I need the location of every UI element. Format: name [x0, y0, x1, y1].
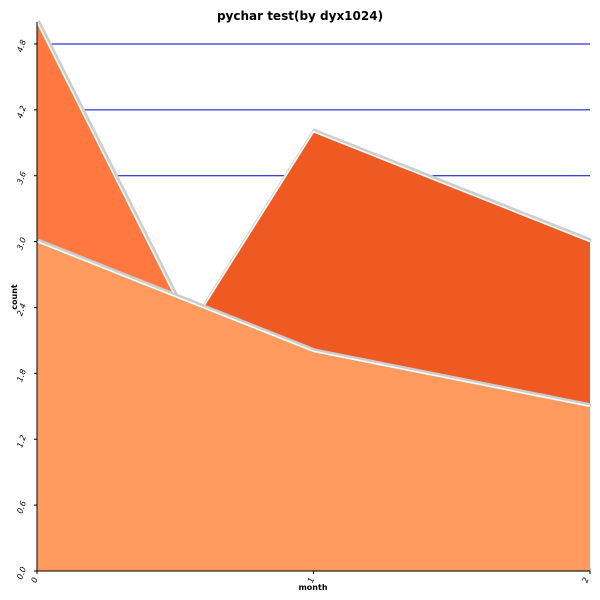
- y-axis-label: count: [10, 284, 19, 310]
- chart-title: pychar test(by dyx1024): [217, 9, 383, 23]
- y-tick-label-4: 2.4: [15, 302, 28, 317]
- y-tick-label-0: 0.0: [15, 566, 28, 581]
- x-tick-labels: 0 1 2: [30, 571, 591, 584]
- y-tick-labels: 0.0 0.6 1.2 1.8 2.4 3.0 3.6 4.2 4.8: [15, 39, 37, 581]
- x-tick-label-2: 2: [581, 576, 591, 584]
- series-0: [36, 238, 592, 571]
- y-tick-label-2: 1.2: [15, 434, 28, 449]
- series-0-shadow: [37, 238, 592, 408]
- series-0-outline: [36, 240, 591, 408]
- y-tick-label-1: 0.6: [15, 500, 28, 515]
- x-axis-label: month: [298, 583, 327, 592]
- x-tick-label-1: 1: [306, 576, 316, 584]
- area-series: [36, 20, 592, 572]
- y-tick-label-6: 3.6: [15, 170, 28, 185]
- x-tick-label-0: 0: [30, 576, 40, 584]
- y-tick-label-5: 3.0: [15, 236, 28, 251]
- series-0-area: [37, 241, 590, 571]
- y-tick-label-3: 1.8: [15, 368, 28, 383]
- y-tick-label-8: 4.8: [15, 39, 28, 54]
- y-tick-label-7: 4.2: [15, 104, 28, 119]
